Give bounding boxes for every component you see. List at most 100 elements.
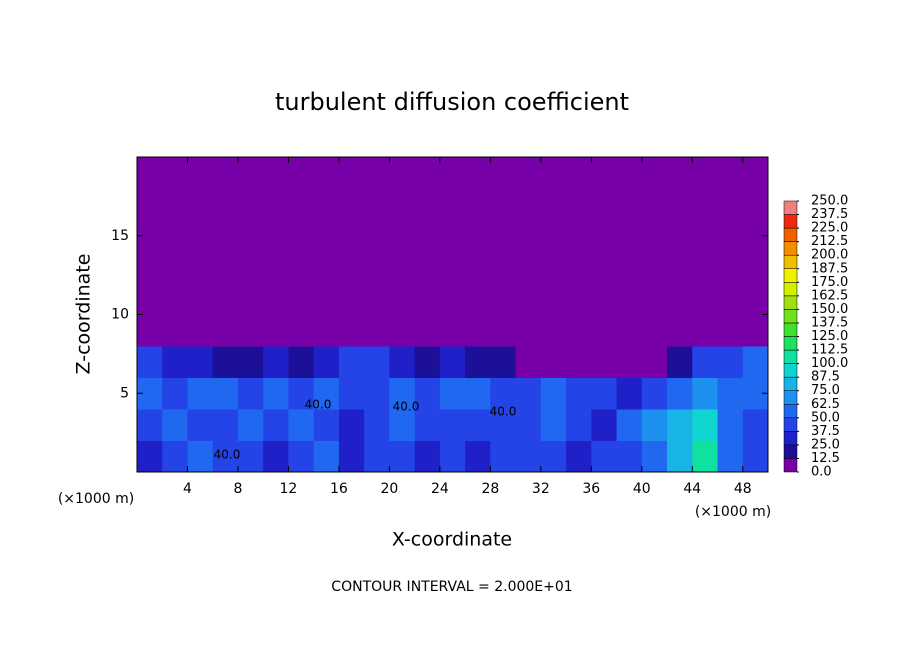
field-cell xyxy=(742,251,769,284)
field-cell xyxy=(187,157,214,189)
y-unit: (×1000 m) xyxy=(58,491,134,507)
field-cell xyxy=(439,346,466,378)
field-cell xyxy=(742,346,769,378)
field-cell xyxy=(742,157,769,189)
field-cell xyxy=(364,409,390,441)
field-cell xyxy=(465,157,491,189)
colorbar-segment xyxy=(783,431,798,446)
field-cell xyxy=(288,346,315,378)
colorbar-label: 125.0 xyxy=(811,329,848,344)
x-tick-label: 40 xyxy=(633,481,651,497)
field-cell xyxy=(237,440,264,473)
field-cell xyxy=(414,314,441,347)
field-cell xyxy=(641,220,668,252)
field-cell xyxy=(162,346,188,378)
colorbar-label: 225.0 xyxy=(811,221,848,236)
field-cell xyxy=(717,283,744,315)
field-cell xyxy=(263,440,289,473)
field-cell xyxy=(641,283,668,315)
field-cell xyxy=(692,377,719,410)
field-cell xyxy=(137,440,163,473)
field-cell xyxy=(717,157,744,189)
field-cell xyxy=(137,283,163,315)
colorbar-segment xyxy=(783,404,798,419)
field-cell xyxy=(616,251,643,284)
field-cell xyxy=(717,314,744,347)
field-cell xyxy=(692,314,719,347)
field-cell xyxy=(389,220,416,252)
field-cell xyxy=(288,314,315,347)
field-cell xyxy=(338,283,365,315)
field-cell xyxy=(414,220,441,252)
x-tick-label: 8 xyxy=(233,481,242,497)
field-cell xyxy=(490,188,517,221)
field-cell xyxy=(742,188,769,221)
colorbar-label: 162.5 xyxy=(811,288,848,303)
field-cell xyxy=(237,188,264,221)
field-cell xyxy=(667,377,693,410)
field-cell xyxy=(439,409,466,441)
field-cell xyxy=(162,283,188,315)
field-cell xyxy=(137,251,163,284)
field-cell xyxy=(566,251,592,284)
field-cell xyxy=(515,283,542,315)
field-cell xyxy=(566,440,592,473)
field-cell xyxy=(263,377,289,410)
field-cell xyxy=(591,157,618,189)
field-cell xyxy=(137,188,163,221)
field-cell xyxy=(490,283,517,315)
field-cell xyxy=(717,251,744,284)
field-cell xyxy=(692,220,719,252)
contour-label: 40.0 xyxy=(214,448,241,462)
field-cell xyxy=(515,157,542,189)
field-cell xyxy=(187,440,214,473)
field-cell xyxy=(717,346,744,378)
field-cell xyxy=(566,346,592,378)
field-cell xyxy=(641,188,668,221)
colorbar-segment xyxy=(783,268,798,283)
field-cell xyxy=(566,409,592,441)
field-cell xyxy=(616,377,643,410)
field-cell xyxy=(641,377,668,410)
field-cell xyxy=(313,409,340,441)
field-cell xyxy=(616,314,643,347)
field-cell xyxy=(338,440,365,473)
field-cell xyxy=(641,157,668,189)
field-cell xyxy=(389,314,416,347)
field-cell xyxy=(641,251,668,284)
field-cell xyxy=(162,220,188,252)
field-cell xyxy=(313,157,340,189)
field-cell xyxy=(616,346,643,378)
colorbar-label: 75.0 xyxy=(811,383,840,398)
field-cell xyxy=(313,440,340,473)
field-cell xyxy=(313,283,340,315)
colorbar-label: 137.5 xyxy=(811,315,848,330)
field-cell xyxy=(591,283,618,315)
field-cell xyxy=(212,409,239,441)
field-cell xyxy=(465,220,491,252)
field-cell xyxy=(692,409,719,441)
field-cell xyxy=(641,440,668,473)
field-cell xyxy=(338,409,365,441)
colorbar-label: 50.0 xyxy=(811,410,840,425)
colorbar-segment xyxy=(783,214,798,229)
field-cell xyxy=(692,440,719,473)
field-cell xyxy=(288,220,315,252)
field-cell xyxy=(263,188,289,221)
field-cell xyxy=(465,188,491,221)
field-cell xyxy=(162,409,188,441)
field-cell xyxy=(667,409,693,441)
field-cell xyxy=(667,251,693,284)
y-tick-label: 15 xyxy=(111,228,129,244)
field-cell xyxy=(591,220,618,252)
field-cell xyxy=(566,377,592,410)
field-cell xyxy=(162,188,188,221)
field-cell xyxy=(237,409,264,441)
chart-title: turbulent diffusion coefficient xyxy=(275,88,629,116)
field-cell xyxy=(288,440,315,473)
colorbar-segment xyxy=(783,254,798,269)
field-cell xyxy=(263,346,289,378)
colorbar-label: 87.5 xyxy=(811,370,840,385)
field-cell xyxy=(237,314,264,347)
field-cell xyxy=(515,188,542,221)
